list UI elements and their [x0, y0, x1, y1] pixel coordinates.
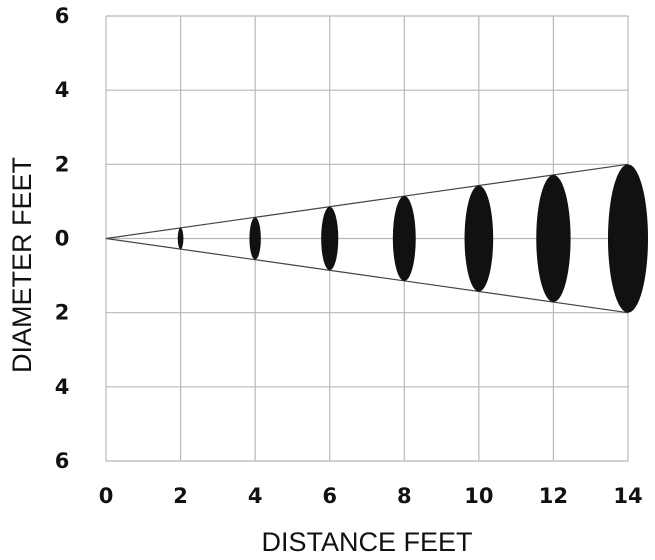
- x-tick-label: 2: [173, 484, 188, 508]
- y-tick-label: 6: [55, 4, 70, 28]
- x-tick-label: 12: [539, 484, 568, 508]
- y-tick-label: 0: [55, 227, 70, 251]
- x-tick-label: 0: [99, 484, 114, 508]
- x-tick-label: 4: [248, 484, 263, 508]
- y-tick-label: 2: [55, 301, 70, 325]
- y-tick-label: 2: [55, 152, 70, 176]
- y-tick-label: 4: [55, 78, 70, 102]
- x-tick-label: 6: [322, 484, 337, 508]
- beam-spot: [607, 164, 649, 313]
- x-axis-title: DISTANCE FEET: [261, 527, 472, 557]
- beam-spot: [392, 196, 416, 281]
- beam-spot: [321, 206, 339, 271]
- beam-spot: [464, 185, 494, 292]
- y-tick-labels: 6 4 2 0 2 4 6: [55, 4, 70, 473]
- beam-spot: [536, 174, 571, 303]
- x-tick-labels: 0 2 4 6 8 10 12 14: [99, 484, 643, 508]
- beam-cone-lines: [105, 163, 629, 314]
- y-tick-label: 6: [55, 449, 70, 473]
- x-tick-label: 10: [464, 484, 493, 508]
- cone-edge-line: [105, 237, 629, 314]
- beam-spot: [177, 227, 184, 250]
- cone-edge-line: [105, 163, 629, 240]
- beam-spots: [177, 164, 649, 313]
- y-tick-label: 4: [55, 375, 70, 399]
- y-axis-title: DIAMETER FEET: [7, 157, 37, 373]
- x-tick-label: 14: [613, 484, 642, 508]
- x-tick-label: 8: [397, 484, 412, 508]
- beam-spot: [249, 217, 261, 260]
